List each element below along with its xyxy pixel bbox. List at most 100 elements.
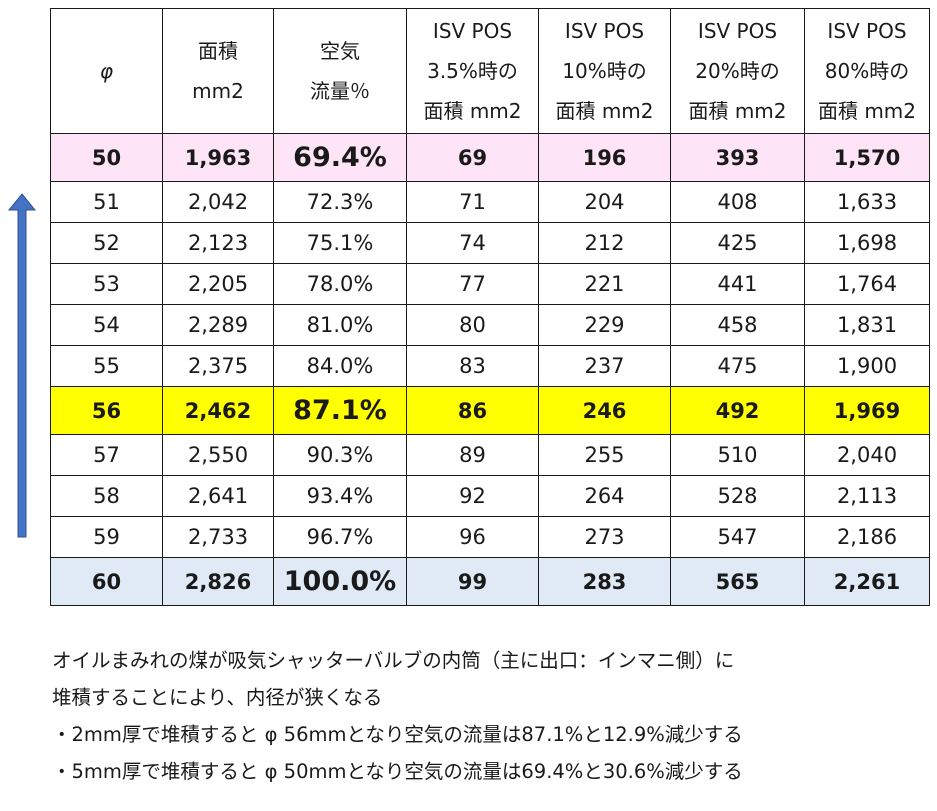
cell-isv-10: 204 (538, 181, 671, 223)
header-area: 面積 mm2 (162, 8, 274, 134)
header-diameter: φ (50, 8, 163, 134)
cell-isv-80: 2,186 (804, 516, 930, 558)
cell-isv-20: 547 (670, 516, 805, 558)
cell-diameter: 53 (50, 263, 163, 305)
cell-isv-80: 1,900 (804, 345, 930, 387)
cell-isv-80: 1,831 (804, 304, 930, 346)
cell-isv-3-5: 96 (406, 516, 539, 558)
header-isv-3-5: ISV POS 3.5%時の 面積 mm2 (406, 8, 539, 134)
table-body: 50 1,963 69.4% 69 196 393 1,570 51 2,042 72.3% 71 2… (50, 133, 930, 606)
header-line: ISV POS (697, 19, 778, 43)
cell-isv-10: 283 (538, 557, 671, 606)
header-line: 3.5%時の (427, 59, 518, 83)
cell-airflow: 78.0% (273, 263, 407, 305)
cell-area: 2,641 (162, 475, 274, 517)
header-line: 面積 mm2 (688, 99, 787, 123)
table-row: 50 1,963 69.4% 69 196 393 1,570 (50, 133, 930, 182)
cell-isv-3-5: 86 (406, 386, 539, 435)
header-line: ISV POS (827, 19, 907, 43)
cell-airflow: 93.4% (273, 475, 407, 517)
cell-area: 2,375 (162, 345, 274, 387)
cell-isv-80: 1,633 (804, 181, 930, 223)
cell-diameter: 51 (50, 181, 163, 223)
cell-isv-20: 492 (670, 386, 805, 435)
header-line: mm2 (192, 79, 244, 103)
cell-diameter: 52 (50, 222, 163, 264)
cell-isv-3-5: 74 (406, 222, 539, 264)
cell-isv-20: 528 (670, 475, 805, 517)
cell-diameter: 58 (50, 475, 163, 517)
cell-isv-10: 273 (538, 516, 671, 558)
table-row: 53 2,205 78.0% 77 221 441 1,764 (50, 263, 930, 305)
cell-diameter: 57 (50, 434, 163, 476)
up-arrow-icon (8, 193, 36, 538)
note-line: ・5mm厚で堆積すると φ 50mmとなり空気の流量は69.4%と30.6%減少… (52, 760, 743, 783)
header-line: 面積 mm2 (555, 99, 654, 123)
table-row: 51 2,042 72.3% 71 204 408 1,633 (50, 181, 930, 223)
cell-diameter: 50 (50, 133, 163, 182)
table-row: 56 2,462 87.1% 86 246 492 1,969 (50, 386, 930, 435)
cell-area: 2,123 (162, 222, 274, 264)
explanation-notes: オイルまみれの煤が吸気シャッターバルブの内筒（主に出口：インマニ側）に 堆積するこ… (52, 642, 932, 790)
table-row: 52 2,123 75.1% 74 212 425 1,698 (50, 222, 930, 264)
cell-diameter: 55 (50, 345, 163, 387)
cell-isv-10: 196 (538, 133, 671, 182)
table-row: 60 2,826 100.0% 99 283 565 2,261 (50, 557, 930, 606)
table-row: 59 2,733 96.7% 96 273 547 2,186 (50, 516, 930, 558)
cell-diameter: 54 (50, 304, 163, 346)
cell-isv-3-5: 89 (406, 434, 539, 476)
cell-diameter: 59 (50, 516, 163, 558)
header-isv-10: ISV POS 10%時の 面積 mm2 (538, 8, 671, 134)
cell-area: 2,042 (162, 181, 274, 223)
cell-diameter: 56 (50, 386, 163, 435)
header-line: φ (99, 59, 114, 83)
cell-airflow: 72.3% (273, 181, 407, 223)
header-line: 面積 mm2 (423, 99, 522, 123)
cell-airflow: 69.4% (273, 133, 407, 182)
cell-area: 1,963 (162, 133, 274, 182)
cell-area: 2,462 (162, 386, 274, 435)
cell-airflow: 87.1% (273, 386, 407, 435)
cell-area: 2,733 (162, 516, 274, 558)
cell-isv-10: 237 (538, 345, 671, 387)
cell-airflow: 96.7% (273, 516, 407, 558)
table-row: 57 2,550 90.3% 89 255 510 2,040 (50, 434, 930, 476)
header-line: 流量％ (310, 79, 370, 103)
isv-area-table: φ 面積 mm2 空気 流量％ ISV POS 3.5%時の 面積 mm2 ISV POS 10%… (50, 8, 930, 606)
cell-area: 2,205 (162, 263, 274, 305)
cell-isv-80: 1,969 (804, 386, 930, 435)
cell-isv-20: 475 (670, 345, 805, 387)
header-line: 空気 (320, 39, 360, 63)
note-line: ・2mm厚で堆積すると φ 56mmとなり空気の流量は87.1%と12.9%減少… (52, 723, 743, 746)
cell-isv-3-5: 69 (406, 133, 539, 182)
cell-isv-10: 255 (538, 434, 671, 476)
cell-airflow: 75.1% (273, 222, 407, 264)
header-line: 10%時の (562, 59, 647, 83)
cell-isv-20: 565 (670, 557, 805, 606)
table-row: 55 2,375 84.0% 83 237 475 1,900 (50, 345, 930, 387)
header-airflow: 空気流量％ (273, 8, 407, 134)
cell-isv-80: 2,040 (804, 434, 930, 476)
cell-airflow: 100.0% (273, 557, 407, 606)
header-line: ISV POS (432, 19, 513, 43)
header-line: 20%時の (695, 59, 780, 83)
cell-diameter: 60 (50, 557, 163, 606)
cell-airflow: 90.3% (273, 434, 407, 476)
header-isv-80: ISV POS 80%時の 面積 mm2 (804, 8, 930, 134)
cell-isv-80: 1,764 (804, 263, 930, 305)
cell-isv-10: 212 (538, 222, 671, 264)
cell-isv-20: 393 (670, 133, 805, 182)
header-line: 80%時の (824, 59, 910, 83)
header-line: 面積 (198, 39, 238, 63)
cell-isv-10: 229 (538, 304, 671, 346)
cell-isv-10: 264 (538, 475, 671, 517)
cell-isv-20: 458 (670, 304, 805, 346)
note-line: 堆積することにより、内径が狭くなる (52, 686, 383, 709)
header-isv-20: ISV POS 20%時の面積 mm2 (670, 8, 805, 134)
cell-isv-80: 1,698 (804, 222, 930, 264)
cell-isv-20: 510 (670, 434, 805, 476)
cell-isv-3-5: 80 (406, 304, 539, 346)
cell-area: 2,289 (162, 304, 274, 346)
cell-isv-3-5: 92 (406, 475, 539, 517)
cell-isv-3-5: 77 (406, 263, 539, 305)
